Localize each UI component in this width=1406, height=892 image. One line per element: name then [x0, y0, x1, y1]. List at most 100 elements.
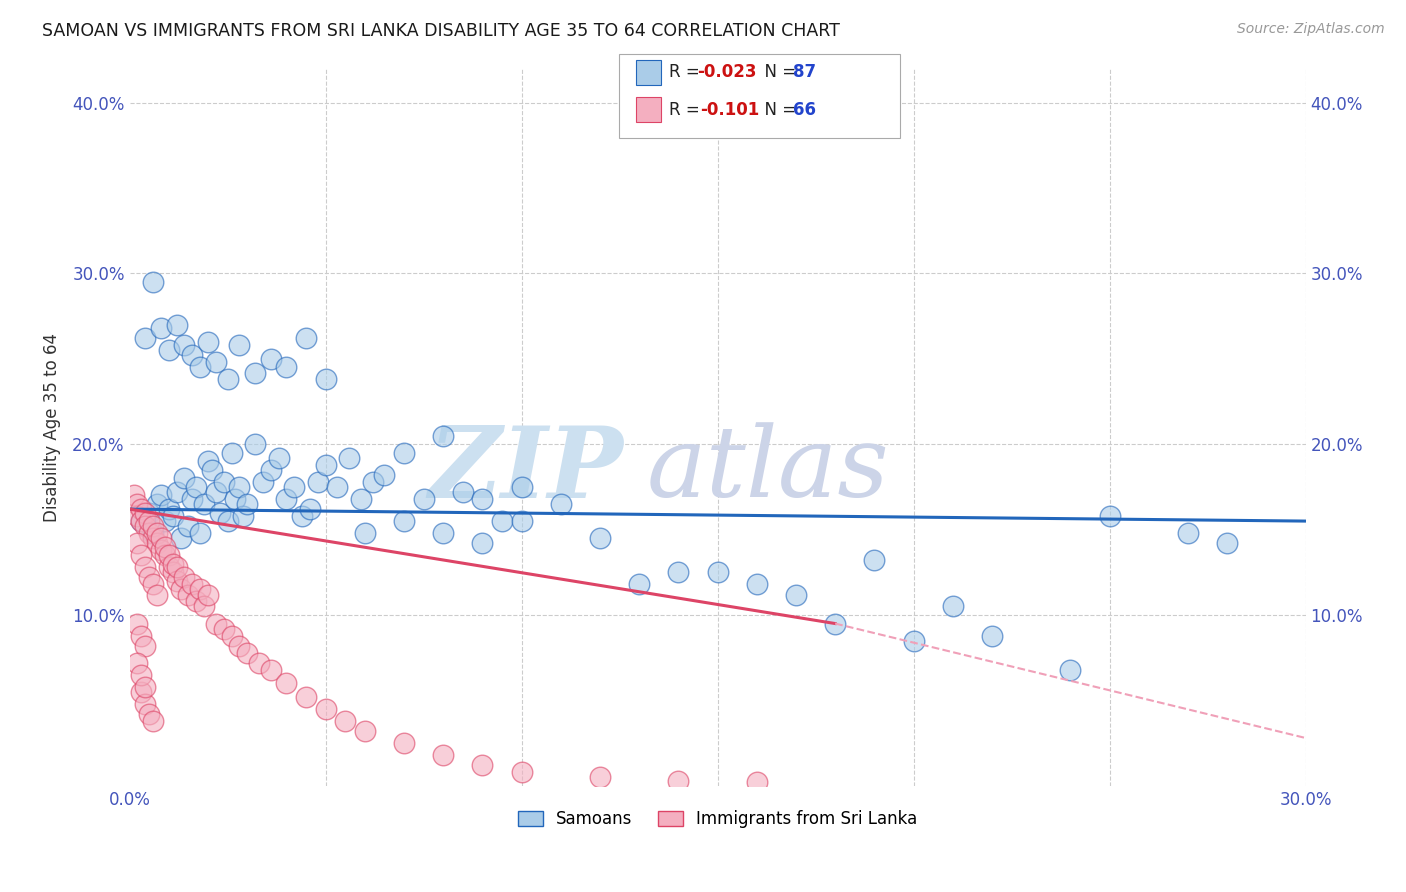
Point — [353, 526, 375, 541]
Point — [173, 338, 195, 352]
Point — [134, 519, 156, 533]
Point — [1177, 526, 1199, 541]
Point — [745, 577, 768, 591]
Point — [181, 577, 204, 591]
Point — [138, 707, 160, 722]
Point — [166, 318, 188, 332]
Point — [205, 355, 228, 369]
Point — [247, 656, 270, 670]
Point — [146, 526, 169, 541]
Point — [142, 577, 165, 591]
Point — [138, 526, 160, 541]
Point — [236, 497, 259, 511]
Point — [138, 514, 160, 528]
Point — [173, 570, 195, 584]
Point — [276, 360, 298, 375]
Point — [134, 639, 156, 653]
Point — [785, 587, 807, 601]
Point — [177, 519, 200, 533]
Point — [146, 587, 169, 601]
Point — [153, 548, 176, 562]
Point — [361, 475, 384, 489]
Legend: Samoans, Immigrants from Sri Lanka: Samoans, Immigrants from Sri Lanka — [512, 804, 924, 835]
Point — [260, 463, 283, 477]
Point — [201, 463, 224, 477]
Text: -0.023: -0.023 — [697, 63, 756, 81]
Point — [208, 506, 231, 520]
Point — [127, 497, 149, 511]
Point — [295, 690, 318, 704]
Point — [350, 491, 373, 506]
Point — [157, 502, 180, 516]
Point — [392, 446, 415, 460]
Point — [628, 577, 651, 591]
Point — [166, 574, 188, 588]
Point — [353, 724, 375, 739]
Text: Source: ZipAtlas.com: Source: ZipAtlas.com — [1237, 22, 1385, 37]
Text: R =: R = — [669, 101, 710, 119]
Point — [169, 531, 191, 545]
Point — [138, 506, 160, 520]
Point — [193, 497, 215, 511]
Point — [149, 543, 172, 558]
Point — [142, 531, 165, 545]
Point — [146, 497, 169, 511]
Point — [432, 526, 454, 541]
Point — [283, 480, 305, 494]
Y-axis label: Disability Age 35 to 64: Disability Age 35 to 64 — [44, 333, 60, 522]
Point — [1098, 508, 1121, 523]
Point — [432, 747, 454, 762]
Point — [276, 491, 298, 506]
Point — [228, 338, 250, 352]
Point — [824, 616, 846, 631]
Point — [221, 446, 243, 460]
Point — [127, 508, 149, 523]
Point — [228, 639, 250, 653]
Text: 66: 66 — [793, 101, 815, 119]
Point — [863, 553, 886, 567]
Point — [745, 775, 768, 789]
Point — [131, 514, 153, 528]
Point — [236, 646, 259, 660]
Point — [451, 485, 474, 500]
Point — [142, 275, 165, 289]
Point — [127, 616, 149, 631]
Point — [197, 587, 219, 601]
Text: 87: 87 — [793, 63, 815, 81]
Point — [149, 321, 172, 335]
Point — [157, 548, 180, 562]
Point — [162, 566, 184, 580]
Point — [471, 536, 494, 550]
Point — [291, 508, 314, 523]
Point — [373, 467, 395, 482]
Point — [131, 667, 153, 681]
Point — [335, 714, 357, 728]
Point — [205, 485, 228, 500]
Point — [169, 582, 191, 597]
Point — [550, 497, 572, 511]
Point — [127, 656, 149, 670]
Point — [491, 514, 513, 528]
Point — [217, 514, 239, 528]
Point — [243, 437, 266, 451]
Point — [706, 566, 728, 580]
Point — [181, 348, 204, 362]
Point — [217, 372, 239, 386]
Point — [142, 526, 165, 541]
Point — [138, 570, 160, 584]
Point — [392, 514, 415, 528]
Point — [134, 560, 156, 574]
Point — [1216, 536, 1239, 550]
Point — [510, 765, 533, 780]
Text: atlas: atlas — [647, 423, 890, 518]
Point — [166, 560, 188, 574]
Point — [212, 475, 235, 489]
Point — [666, 773, 689, 788]
Point — [131, 502, 153, 516]
Point — [131, 514, 153, 528]
Text: N =: N = — [754, 63, 801, 81]
Point — [142, 519, 165, 533]
Point — [153, 514, 176, 528]
Point — [471, 491, 494, 506]
Point — [122, 488, 145, 502]
